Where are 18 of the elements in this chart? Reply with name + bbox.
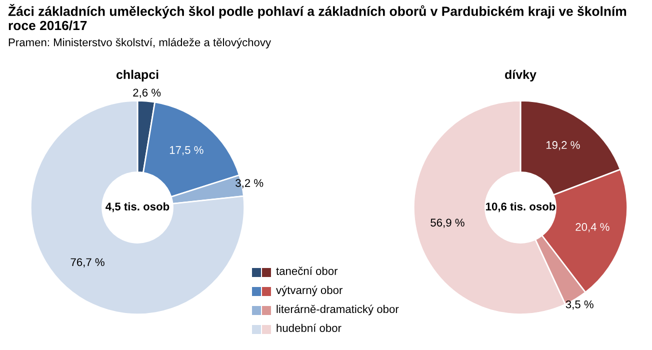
data-label: 56,9 % — [430, 218, 464, 228]
chart-title: dívky — [505, 70, 536, 82]
text: Žáci základních uměleckých škol podle pohlaví a základních oborů v Pardubickém kraji ve školním roce 2016/17 — [8, 4, 626, 30]
text: Pramen: Ministerstvo školství, mládeže a tělovýchovy — [8, 38, 272, 48]
legend-label: hudební obor — [276, 324, 342, 332]
legend-label: výtvarný obor — [276, 286, 343, 296]
data-label: 17,5 % — [170, 146, 204, 156]
data-label: 3,2 % — [236, 179, 264, 188]
legend-label: literárně-dramatický obor — [276, 304, 399, 316]
data-label: 2,6 % — [133, 88, 161, 98]
chart-title: chlapci — [116, 70, 158, 82]
data-label: 3,5 % — [566, 300, 594, 310]
legend-label: taneční obor — [276, 266, 338, 275]
data-label: 76,7 % — [70, 258, 104, 268]
text: 10,6 tis. osob — [486, 202, 556, 212]
data-label: 19,2 % — [546, 141, 580, 150]
text: 4,5 tis. osob — [106, 202, 170, 212]
data-label: 20,4 % — [576, 223, 610, 232]
